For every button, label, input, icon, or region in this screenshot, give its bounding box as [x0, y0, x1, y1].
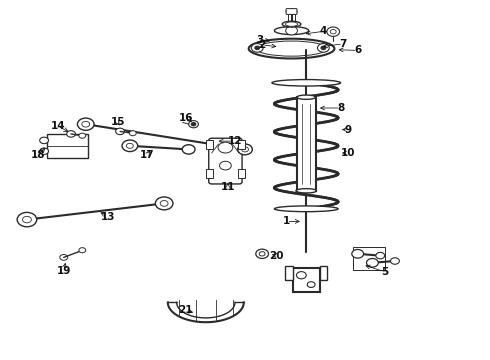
- Circle shape: [160, 201, 168, 206]
- Text: 15: 15: [110, 117, 125, 127]
- Circle shape: [251, 44, 263, 52]
- Text: 8: 8: [337, 103, 344, 113]
- Circle shape: [122, 140, 138, 152]
- Circle shape: [191, 122, 196, 126]
- Circle shape: [23, 216, 31, 223]
- Circle shape: [352, 249, 364, 258]
- Circle shape: [40, 137, 49, 144]
- Text: 4: 4: [319, 26, 327, 36]
- Circle shape: [67, 131, 75, 137]
- Text: 5: 5: [381, 267, 388, 277]
- FancyBboxPatch shape: [209, 138, 242, 184]
- Bar: [47, 134, 88, 158]
- Text: 16: 16: [179, 113, 194, 123]
- Text: 1: 1: [283, 216, 290, 226]
- Ellipse shape: [272, 80, 341, 86]
- Text: 9: 9: [344, 125, 351, 135]
- Circle shape: [327, 27, 340, 36]
- Bar: [297, 97, 316, 191]
- Text: 12: 12: [228, 136, 243, 146]
- Circle shape: [238, 144, 252, 155]
- Bar: [285, 266, 293, 280]
- Circle shape: [307, 282, 315, 287]
- Text: 18: 18: [31, 150, 46, 160]
- Circle shape: [218, 142, 233, 153]
- Bar: [319, 266, 327, 280]
- Circle shape: [182, 145, 195, 154]
- Circle shape: [129, 131, 136, 136]
- Circle shape: [255, 46, 260, 50]
- Ellipse shape: [256, 41, 327, 56]
- Circle shape: [116, 128, 124, 135]
- Circle shape: [60, 255, 68, 260]
- Circle shape: [189, 121, 198, 128]
- Circle shape: [220, 161, 231, 170]
- Ellipse shape: [285, 22, 297, 26]
- Circle shape: [79, 133, 86, 138]
- Ellipse shape: [289, 10, 294, 13]
- Ellipse shape: [274, 27, 309, 35]
- Text: 3: 3: [256, 35, 263, 45]
- Circle shape: [318, 44, 329, 52]
- Ellipse shape: [297, 95, 316, 99]
- Circle shape: [82, 121, 90, 127]
- Circle shape: [259, 252, 265, 256]
- Circle shape: [391, 258, 399, 264]
- Circle shape: [330, 30, 336, 34]
- Circle shape: [242, 147, 248, 152]
- Circle shape: [40, 148, 49, 154]
- Circle shape: [79, 248, 86, 253]
- Polygon shape: [168, 302, 244, 322]
- Ellipse shape: [286, 9, 297, 14]
- FancyBboxPatch shape: [286, 9, 297, 14]
- Bar: [238, 140, 245, 149]
- Circle shape: [296, 272, 306, 279]
- Ellipse shape: [282, 21, 301, 27]
- Text: 17: 17: [140, 150, 154, 160]
- Text: 21: 21: [178, 305, 193, 315]
- Text: 14: 14: [50, 121, 65, 131]
- Text: 11: 11: [220, 182, 235, 192]
- Circle shape: [321, 46, 326, 50]
- Ellipse shape: [296, 189, 317, 193]
- Circle shape: [155, 197, 173, 210]
- Bar: [206, 140, 213, 149]
- Text: 20: 20: [270, 251, 284, 261]
- Circle shape: [286, 26, 297, 35]
- Circle shape: [367, 258, 378, 267]
- Ellipse shape: [248, 39, 334, 59]
- Circle shape: [256, 249, 269, 258]
- Text: 6: 6: [354, 45, 361, 55]
- Circle shape: [17, 212, 37, 227]
- Bar: [238, 169, 245, 178]
- Bar: [293, 268, 320, 292]
- Text: 2: 2: [259, 40, 266, 50]
- Bar: [206, 169, 213, 178]
- Text: 10: 10: [341, 148, 355, 158]
- Circle shape: [126, 143, 133, 148]
- Circle shape: [77, 118, 94, 130]
- Ellipse shape: [274, 206, 338, 212]
- Text: 19: 19: [56, 266, 71, 276]
- Text: 13: 13: [100, 212, 115, 222]
- Bar: [353, 247, 385, 270]
- Circle shape: [376, 252, 385, 259]
- Text: 7: 7: [339, 39, 347, 49]
